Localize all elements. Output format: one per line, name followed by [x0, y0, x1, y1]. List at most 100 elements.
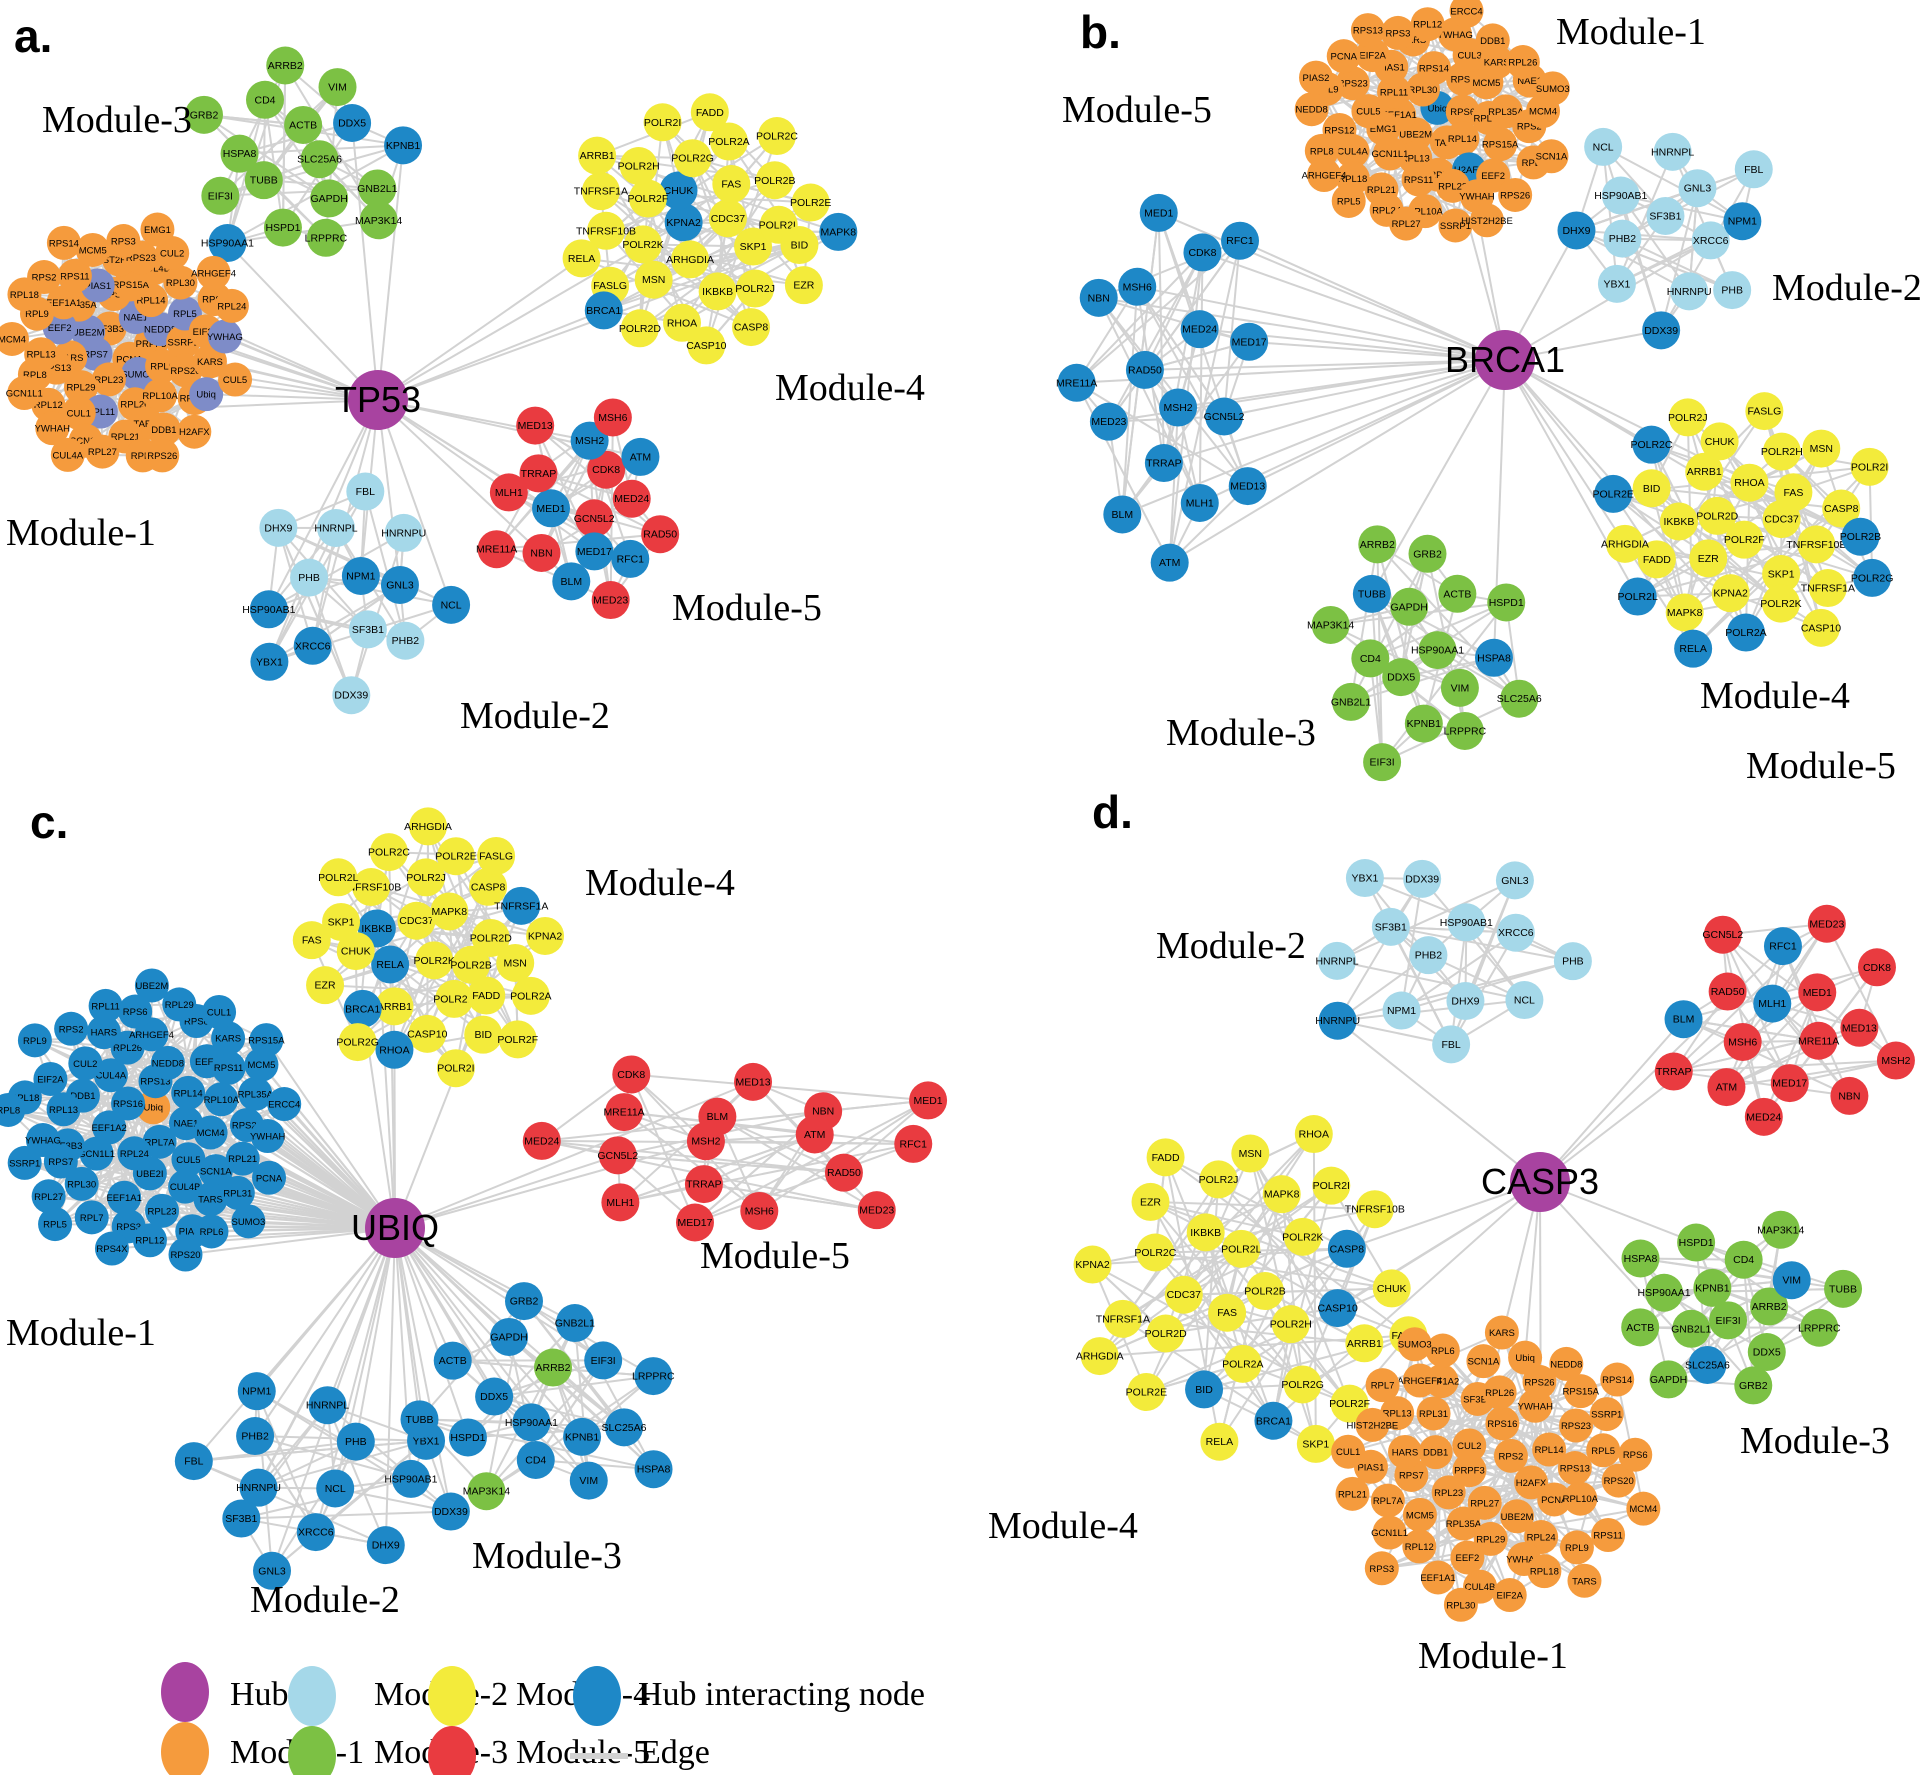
node-GNB2L1[interactable] [1672, 1309, 1711, 1348]
node-RPL18[interactable] [7, 277, 42, 312]
node-SKP1[interactable] [734, 227, 773, 266]
node-RPS16[interactable] [111, 1086, 146, 1121]
node-RPS14[interactable] [46, 225, 81, 260]
node-YBX1[interactable] [1345, 859, 1384, 898]
node-RPL29[interactable] [1473, 1521, 1508, 1556]
node-POLR2K[interactable] [1761, 584, 1800, 623]
node-DHX9[interactable] [1557, 211, 1596, 250]
node-RPS3[interactable] [106, 224, 141, 259]
node-HNRNPU[interactable] [384, 513, 423, 552]
node-POLR2L[interactable] [1618, 577, 1657, 616]
node-EIF2A[interactable] [33, 1061, 68, 1096]
node-GAPDH[interactable] [310, 179, 349, 218]
node-GNB2L1[interactable] [358, 169, 397, 208]
node-MAP3K14[interactable] [359, 201, 398, 240]
node-POLR2G[interactable] [338, 1023, 377, 1062]
node-POLR2C[interactable] [1632, 425, 1671, 464]
node-DDB1[interactable] [1418, 1435, 1453, 1470]
node-HSPA8[interactable] [1621, 1239, 1660, 1278]
node-GRB2[interactable] [1734, 1366, 1773, 1405]
node-KPNA2[interactable] [1711, 574, 1750, 613]
node-KPNA2[interactable] [1073, 1245, 1112, 1284]
node-CUL5[interactable] [218, 362, 253, 397]
node-MCM5[interactable] [75, 232, 110, 267]
node-MSH6[interactable] [593, 398, 632, 437]
node-HSPA8[interactable] [634, 1450, 673, 1489]
node-RPL14[interactable] [1532, 1432, 1567, 1467]
node-RAD50[interactable] [641, 515, 680, 554]
node-CASP8[interactable] [732, 308, 771, 347]
node-POLR2B[interactable] [1841, 517, 1880, 556]
node-MSN[interactable] [496, 943, 535, 982]
node-CDK8[interactable] [1183, 233, 1222, 272]
node-RPS2[interactable] [1493, 1438, 1528, 1473]
node-CDC37[interactable] [708, 199, 747, 238]
node-KPNB1[interactable] [1693, 1268, 1732, 1307]
node-MRE11A[interactable] [605, 1093, 644, 1132]
node-IKBKB[interactable] [698, 272, 737, 311]
node-MED23[interactable] [1089, 402, 1128, 441]
node-BID[interactable] [780, 226, 819, 265]
node-MCM5[interactable] [1402, 1497, 1437, 1532]
node-SLC25A6[interactable] [300, 140, 339, 179]
node-BID[interactable] [1632, 469, 1671, 508]
node-TUBB[interactable] [1352, 574, 1391, 613]
node-POLR2L[interactable] [319, 858, 358, 897]
node-Ubiq[interactable] [1508, 1340, 1543, 1375]
node-RPS2[interactable] [54, 1011, 89, 1046]
node-H2AFX[interactable] [177, 414, 212, 449]
node-GNL3[interactable] [1678, 169, 1717, 208]
node-RELA[interactable] [1200, 1422, 1239, 1461]
node-EZR[interactable] [1131, 1182, 1170, 1221]
node-HNRNPU[interactable] [239, 1468, 278, 1507]
node-POLR2E[interactable] [791, 183, 830, 222]
node-MED24[interactable] [522, 1121, 561, 1160]
node-RELA[interactable] [371, 945, 410, 984]
node-KPNA2[interactable] [526, 916, 565, 955]
node-HSPD1[interactable] [1487, 583, 1526, 622]
node-MED13[interactable] [734, 1062, 773, 1101]
node-HSPD1[interactable] [448, 1418, 487, 1457]
node-RPL26[interactable] [1482, 1375, 1517, 1410]
node-GCN1L1[interactable] [1372, 1515, 1407, 1550]
node-SKP1[interactable] [1296, 1424, 1335, 1463]
node-DHX9[interactable] [1446, 981, 1485, 1020]
node-HNRNPL[interactable] [316, 509, 355, 548]
node-GCN1L1[interactable] [79, 1136, 114, 1171]
node-RPL23[interactable] [1431, 1475, 1466, 1510]
node-GCN1L1[interactable] [1372, 136, 1407, 171]
node-ACTB[interactable] [1438, 574, 1477, 613]
node-MSN[interactable] [1231, 1134, 1270, 1173]
node-ARRB1[interactable] [1345, 1324, 1384, 1363]
node-POLR2I[interactable] [436, 1049, 475, 1088]
node-GNL3[interactable] [1495, 861, 1534, 900]
node-RPL6[interactable] [194, 1214, 229, 1249]
node-MLH1[interactable] [601, 1183, 640, 1222]
node-FADD[interactable] [1637, 540, 1676, 579]
node-MED24[interactable] [612, 479, 651, 518]
node-RHOA[interactable] [1294, 1115, 1333, 1154]
node-RPS11[interactable] [1591, 1518, 1626, 1553]
node-VIM[interactable] [1440, 668, 1479, 707]
node-CHUK[interactable] [659, 171, 698, 210]
node-UBE2I[interactable] [132, 1156, 167, 1191]
node-TRRAP[interactable] [1654, 1052, 1693, 1091]
node-EIF3I[interactable] [201, 176, 240, 215]
node-YBX1[interactable] [1597, 264, 1636, 303]
node-RPL5[interactable] [1586, 1433, 1621, 1468]
node-YWHAG[interactable] [25, 1123, 60, 1158]
node-KARS[interactable] [211, 1021, 246, 1056]
node-HSP90AA1[interactable] [208, 224, 247, 263]
node-RPL12[interactable] [132, 1223, 167, 1258]
node-TNFRSF1A[interactable] [1808, 569, 1847, 608]
node-RPL21[interactable] [1335, 1476, 1370, 1511]
node-RPL10A[interactable] [204, 1082, 239, 1117]
node-RPL29[interactable] [162, 987, 197, 1022]
node-EIF3I[interactable] [1363, 743, 1402, 782]
node-RHOA[interactable] [1730, 463, 1769, 502]
node-EIF3I[interactable] [1709, 1301, 1748, 1340]
node-CD4[interactable] [1724, 1240, 1763, 1279]
node-RHOA[interactable] [663, 303, 702, 342]
node-POLR2K[interactable] [415, 941, 454, 980]
node-SF3B1[interactable] [1646, 196, 1685, 235]
